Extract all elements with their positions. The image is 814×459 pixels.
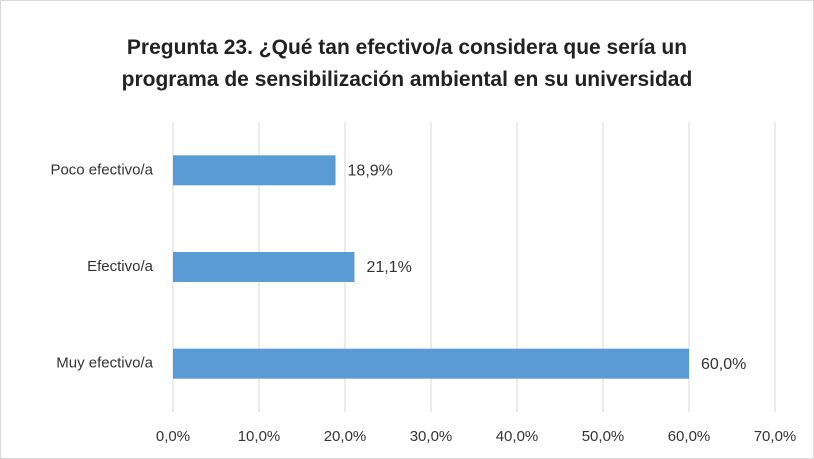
data-label: 60,0% [701, 356, 746, 373]
y-tick-label: Muy efectivo/a [56, 355, 153, 372]
y-tick-label: Efectivo/a [87, 258, 154, 275]
x-tick-label: 50,0% [582, 428, 625, 445]
bar [173, 155, 336, 186]
data-label: 21,1% [366, 259, 411, 276]
x-tick-label: 40,0% [496, 428, 539, 445]
y-tick-label: Poco efectivo/a [50, 161, 153, 178]
data-label: 18,9% [348, 163, 393, 180]
x-tick-label: 0,0% [156, 428, 190, 445]
x-tick-label: 70,0% [754, 428, 797, 445]
x-tick-label: 30,0% [410, 428, 453, 445]
bar [173, 252, 355, 282]
x-tick-label: 60,0% [668, 428, 711, 445]
chart-title: Pregunta 23. ¿Qué tan efectivo/a conside… [121, 36, 693, 91]
bar [173, 348, 689, 379]
x-tick-label: 10,0% [238, 428, 281, 445]
x-tick-label: 20,0% [324, 428, 367, 445]
